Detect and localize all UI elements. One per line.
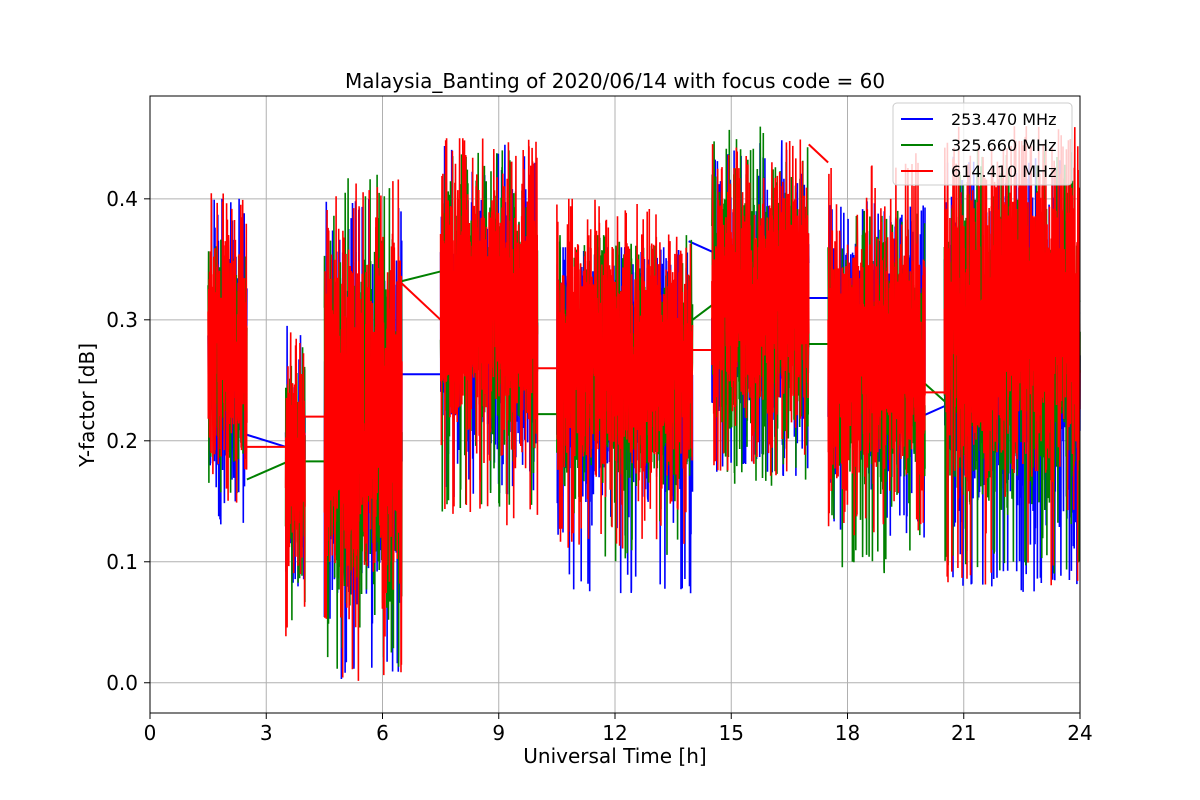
legend-label: 325.660 MHz xyxy=(951,136,1056,155)
x-tick-label: 24 xyxy=(1067,721,1092,745)
series-connector xyxy=(246,461,287,481)
x-axis-label: Universal Time [h] xyxy=(523,744,706,768)
y-axis-label: Y-factor [dB] xyxy=(75,343,99,468)
x-tick-label: 12 xyxy=(602,721,627,745)
series-connector xyxy=(691,304,713,321)
x-tick-label: 18 xyxy=(835,721,860,745)
legend: 253.470 MHz 325.660 MHz 614.410 MHz xyxy=(892,102,1073,186)
x-tick-label: 0 xyxy=(144,721,157,745)
legend-label: 253.470 MHz xyxy=(951,110,1056,129)
series-segment xyxy=(207,193,248,503)
series-segment xyxy=(711,139,810,476)
chart-title: Malaysia_Banting of 2020/06/14 with focu… xyxy=(345,69,885,93)
legend-box xyxy=(892,102,1073,186)
series-layer xyxy=(207,126,1081,681)
x-tick-label: 3 xyxy=(260,721,273,745)
x-tick-label: 6 xyxy=(376,721,389,745)
y-tick-label: 0.2 xyxy=(106,429,138,453)
series-connector xyxy=(688,240,717,255)
series-segment xyxy=(556,198,694,549)
y-tick-label: 0.0 xyxy=(106,671,138,695)
y-ticks: 0.0 0.1 0.2 0.3 0.4 xyxy=(106,187,150,695)
series-connector xyxy=(808,143,829,164)
series-614-410-mhz xyxy=(207,126,1081,681)
series-segment xyxy=(439,138,539,526)
series-segment xyxy=(827,153,926,536)
x-tick-label: 9 xyxy=(492,721,505,745)
legend-label: 614.410 MHz xyxy=(951,162,1056,181)
x-ticks: 0 3 6 9 12 15 18 21 24 xyxy=(144,713,1093,745)
series-segment xyxy=(943,126,1081,586)
x-tick-label: 21 xyxy=(951,721,976,745)
series-connector xyxy=(246,433,286,448)
y-tick-label: 0.1 xyxy=(106,550,138,574)
series-segment xyxy=(284,332,306,637)
x-tick-label: 15 xyxy=(719,721,744,745)
y-tick-label: 0.4 xyxy=(106,187,138,211)
series-connector xyxy=(401,282,442,321)
y-tick-label: 0.3 xyxy=(106,308,138,332)
series-segment xyxy=(323,179,403,681)
series-connector xyxy=(401,270,441,283)
